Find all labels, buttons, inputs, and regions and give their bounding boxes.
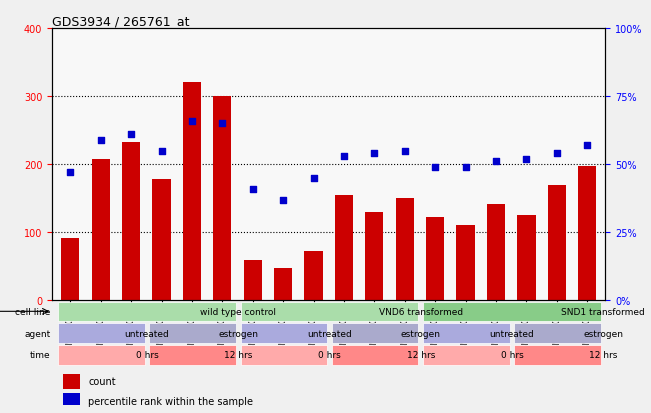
Bar: [456, 226, 475, 301]
Bar: [578, 167, 596, 301]
Point: [126, 132, 136, 138]
Text: estrogen: estrogen: [218, 329, 258, 338]
Text: time: time: [30, 351, 51, 360]
Text: untreated: untreated: [307, 329, 352, 338]
FancyBboxPatch shape: [423, 323, 510, 343]
Point: [400, 148, 410, 154]
Point: [551, 151, 562, 157]
Point: [521, 156, 532, 163]
Text: SND1 transformed: SND1 transformed: [561, 307, 645, 316]
Text: 0 hrs: 0 hrs: [318, 351, 341, 360]
Point: [65, 170, 76, 176]
FancyBboxPatch shape: [423, 302, 601, 321]
Text: cell line: cell line: [15, 307, 51, 316]
Bar: [396, 199, 414, 301]
Bar: [335, 195, 353, 301]
Bar: [274, 268, 292, 301]
Point: [217, 121, 228, 127]
Bar: [214, 97, 232, 301]
Bar: [305, 252, 323, 301]
Bar: [92, 160, 110, 301]
Point: [247, 186, 258, 192]
Text: 12 hrs: 12 hrs: [589, 351, 617, 360]
Text: estrogen: estrogen: [401, 329, 441, 338]
Text: estrogen: estrogen: [583, 329, 623, 338]
Point: [309, 175, 319, 182]
FancyBboxPatch shape: [241, 302, 419, 321]
Bar: [63, 393, 79, 408]
FancyBboxPatch shape: [58, 345, 145, 365]
Text: 12 hrs: 12 hrs: [224, 351, 253, 360]
Point: [460, 164, 471, 171]
Bar: [183, 83, 201, 301]
Point: [369, 151, 380, 157]
FancyBboxPatch shape: [149, 323, 236, 343]
Bar: [243, 260, 262, 301]
FancyBboxPatch shape: [423, 345, 510, 365]
FancyBboxPatch shape: [58, 323, 145, 343]
Bar: [547, 185, 566, 301]
FancyBboxPatch shape: [58, 302, 236, 321]
Bar: [61, 238, 79, 301]
FancyBboxPatch shape: [149, 345, 236, 365]
Text: 0 hrs: 0 hrs: [501, 351, 523, 360]
Text: untreated: untreated: [490, 329, 534, 338]
Bar: [426, 218, 444, 301]
Text: 0 hrs: 0 hrs: [135, 351, 158, 360]
Point: [430, 164, 440, 171]
Point: [156, 148, 167, 154]
Bar: [487, 204, 505, 301]
Point: [96, 137, 106, 144]
Point: [491, 159, 501, 165]
Point: [339, 153, 349, 160]
Point: [187, 118, 197, 125]
Bar: [152, 180, 171, 301]
Text: wild type control: wild type control: [201, 307, 276, 316]
Point: [278, 197, 288, 204]
FancyBboxPatch shape: [514, 345, 601, 365]
Text: count: count: [88, 377, 116, 387]
Bar: [365, 212, 383, 301]
Bar: [63, 374, 79, 389]
FancyBboxPatch shape: [241, 323, 327, 343]
Text: GDS3934 / 265761_at: GDS3934 / 265761_at: [52, 15, 189, 28]
Text: untreated: untreated: [125, 329, 169, 338]
FancyBboxPatch shape: [241, 345, 327, 365]
Text: agent: agent: [24, 329, 51, 338]
FancyBboxPatch shape: [514, 323, 601, 343]
Text: percentile rank within the sample: percentile rank within the sample: [88, 396, 253, 406]
Text: VND6 transformed: VND6 transformed: [379, 307, 463, 316]
FancyBboxPatch shape: [332, 323, 419, 343]
Text: 12 hrs: 12 hrs: [406, 351, 435, 360]
Bar: [518, 216, 536, 301]
Bar: [122, 143, 140, 301]
Point: [582, 142, 592, 149]
FancyBboxPatch shape: [332, 345, 419, 365]
